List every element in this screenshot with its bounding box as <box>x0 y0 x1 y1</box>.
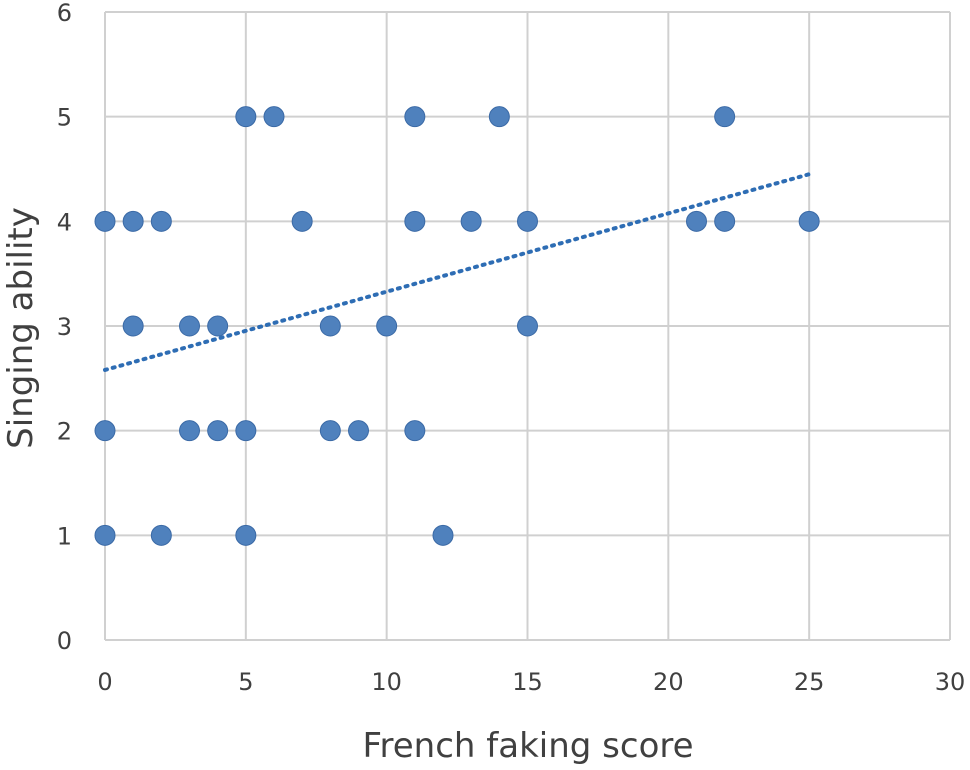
y-axis-title: Singing ability <box>1 207 41 449</box>
trendline-layer <box>103 172 812 372</box>
data-points <box>94 106 820 546</box>
grid <box>104 11 951 641</box>
y-tick-label: 5 <box>57 104 72 132</box>
data-point <box>235 524 257 546</box>
y-tick-label: 1 <box>57 522 72 550</box>
tick-labels: 0 5 10 15 20 25 30 0 1 2 3 4 5 6 <box>57 0 966 696</box>
data-point <box>94 210 116 232</box>
data-point <box>150 210 172 232</box>
data-point <box>460 210 482 232</box>
data-point <box>94 420 116 442</box>
y-tick-label: 4 <box>57 208 72 236</box>
trendline <box>103 172 812 372</box>
data-point <box>376 315 398 337</box>
data-point <box>207 420 229 442</box>
data-point <box>235 420 257 442</box>
data-point <box>517 315 538 337</box>
data-point <box>179 315 200 337</box>
data-point <box>94 524 116 546</box>
data-point <box>179 420 200 442</box>
data-point <box>263 106 285 128</box>
x-tick-label: 15 <box>512 668 543 696</box>
x-tick-label: 10 <box>371 668 402 696</box>
data-point <box>348 420 369 442</box>
data-point <box>319 315 341 337</box>
y-tick-label: 3 <box>57 313 72 341</box>
y-tick-label: 0 <box>57 627 72 655</box>
x-tick-label: 25 <box>794 668 825 696</box>
data-point <box>122 315 144 337</box>
x-tick-label: 5 <box>238 668 253 696</box>
x-tick-label: 20 <box>653 668 684 696</box>
data-point <box>488 106 510 128</box>
data-point <box>517 210 538 232</box>
data-point <box>714 106 736 128</box>
data-point <box>404 420 426 442</box>
data-point <box>319 420 341 442</box>
data-point <box>686 210 707 232</box>
data-point <box>404 106 426 128</box>
x-axis-title: French faking score <box>362 726 693 766</box>
y-tick-label: 2 <box>57 418 72 446</box>
data-point <box>798 210 820 232</box>
data-point <box>122 210 144 232</box>
data-point <box>714 210 736 232</box>
y-tick-label: 6 <box>57 0 72 27</box>
x-tick-label: 0 <box>97 668 112 696</box>
data-point <box>150 524 172 546</box>
data-point <box>207 315 229 337</box>
data-point <box>235 106 257 128</box>
data-point <box>432 524 454 546</box>
data-point <box>404 210 426 232</box>
data-point <box>291 210 313 232</box>
x-tick-label: 30 <box>935 668 966 696</box>
